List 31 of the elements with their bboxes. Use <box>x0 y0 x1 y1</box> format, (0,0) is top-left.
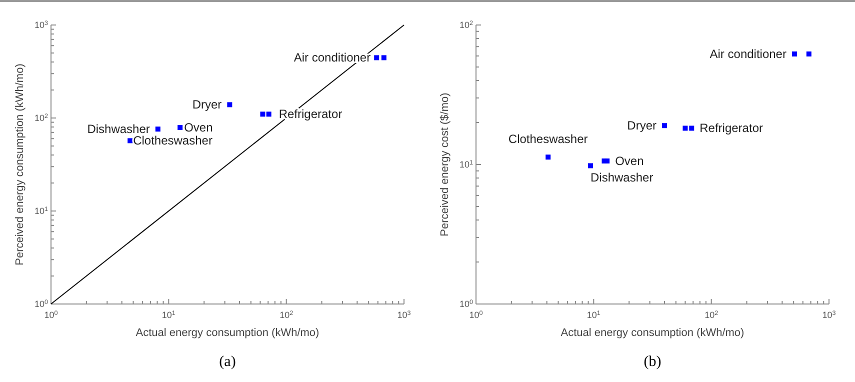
y-tick-label: 10$^{1}$ <box>34 206 48 216</box>
y-axis-title: Perceived energy cost ($/mo) <box>439 92 451 236</box>
x-tick-label: 10$^{2}$ <box>280 310 294 320</box>
text: (b) <box>644 354 662 370</box>
x-tick-label: 10$^{1}$ <box>162 310 176 320</box>
text: (a) <box>219 354 236 370</box>
y-tick-label: 10$^{1}$ <box>459 159 474 170</box>
y-tick-label: 10$^{3}$ <box>34 20 48 30</box>
y-tick-label: 10$^{2}$ <box>459 20 474 30</box>
annotation: Clotheswasher <box>133 134 212 148</box>
annotation: Air conditioner <box>710 46 786 61</box>
x-tick-label: 10$^{3}$ <box>397 310 412 320</box>
x-tick-label: 10$^{2}$ <box>704 310 719 320</box>
annotation: Refrigerator <box>700 121 763 136</box>
annotation: Clotheswasher <box>508 132 588 146</box>
y-tick-label: 10$^{0}$ <box>459 298 474 309</box>
y-axis-title: Perceived energy consumption (kWh/mo) <box>14 64 26 266</box>
annotation: Dryer <box>627 118 657 133</box>
x-tick-label: 10$^{0}$ <box>469 310 484 320</box>
annotation: Dishwasher <box>87 122 150 136</box>
x-axis-title: Actual energy consumption (kWh/mo) <box>136 327 320 339</box>
annotation: Oven <box>615 154 644 168</box>
annotation: Dishwasher <box>590 170 654 185</box>
x-tick-label: 10$^{1}$ <box>586 310 601 320</box>
annotation: Dryer <box>192 98 222 112</box>
y-tick-label: 10$^{0}$ <box>34 298 48 309</box>
y-tick-label: 10$^{2}$ <box>34 112 48 123</box>
x-tick-label: 10$^{3}$ <box>822 310 836 320</box>
annotation: Oven <box>184 120 213 135</box>
x-tick-label: 10$^{0}$ <box>44 310 58 320</box>
x-axis-title: Actual energy consumption (kWh/mo) <box>560 327 744 339</box>
